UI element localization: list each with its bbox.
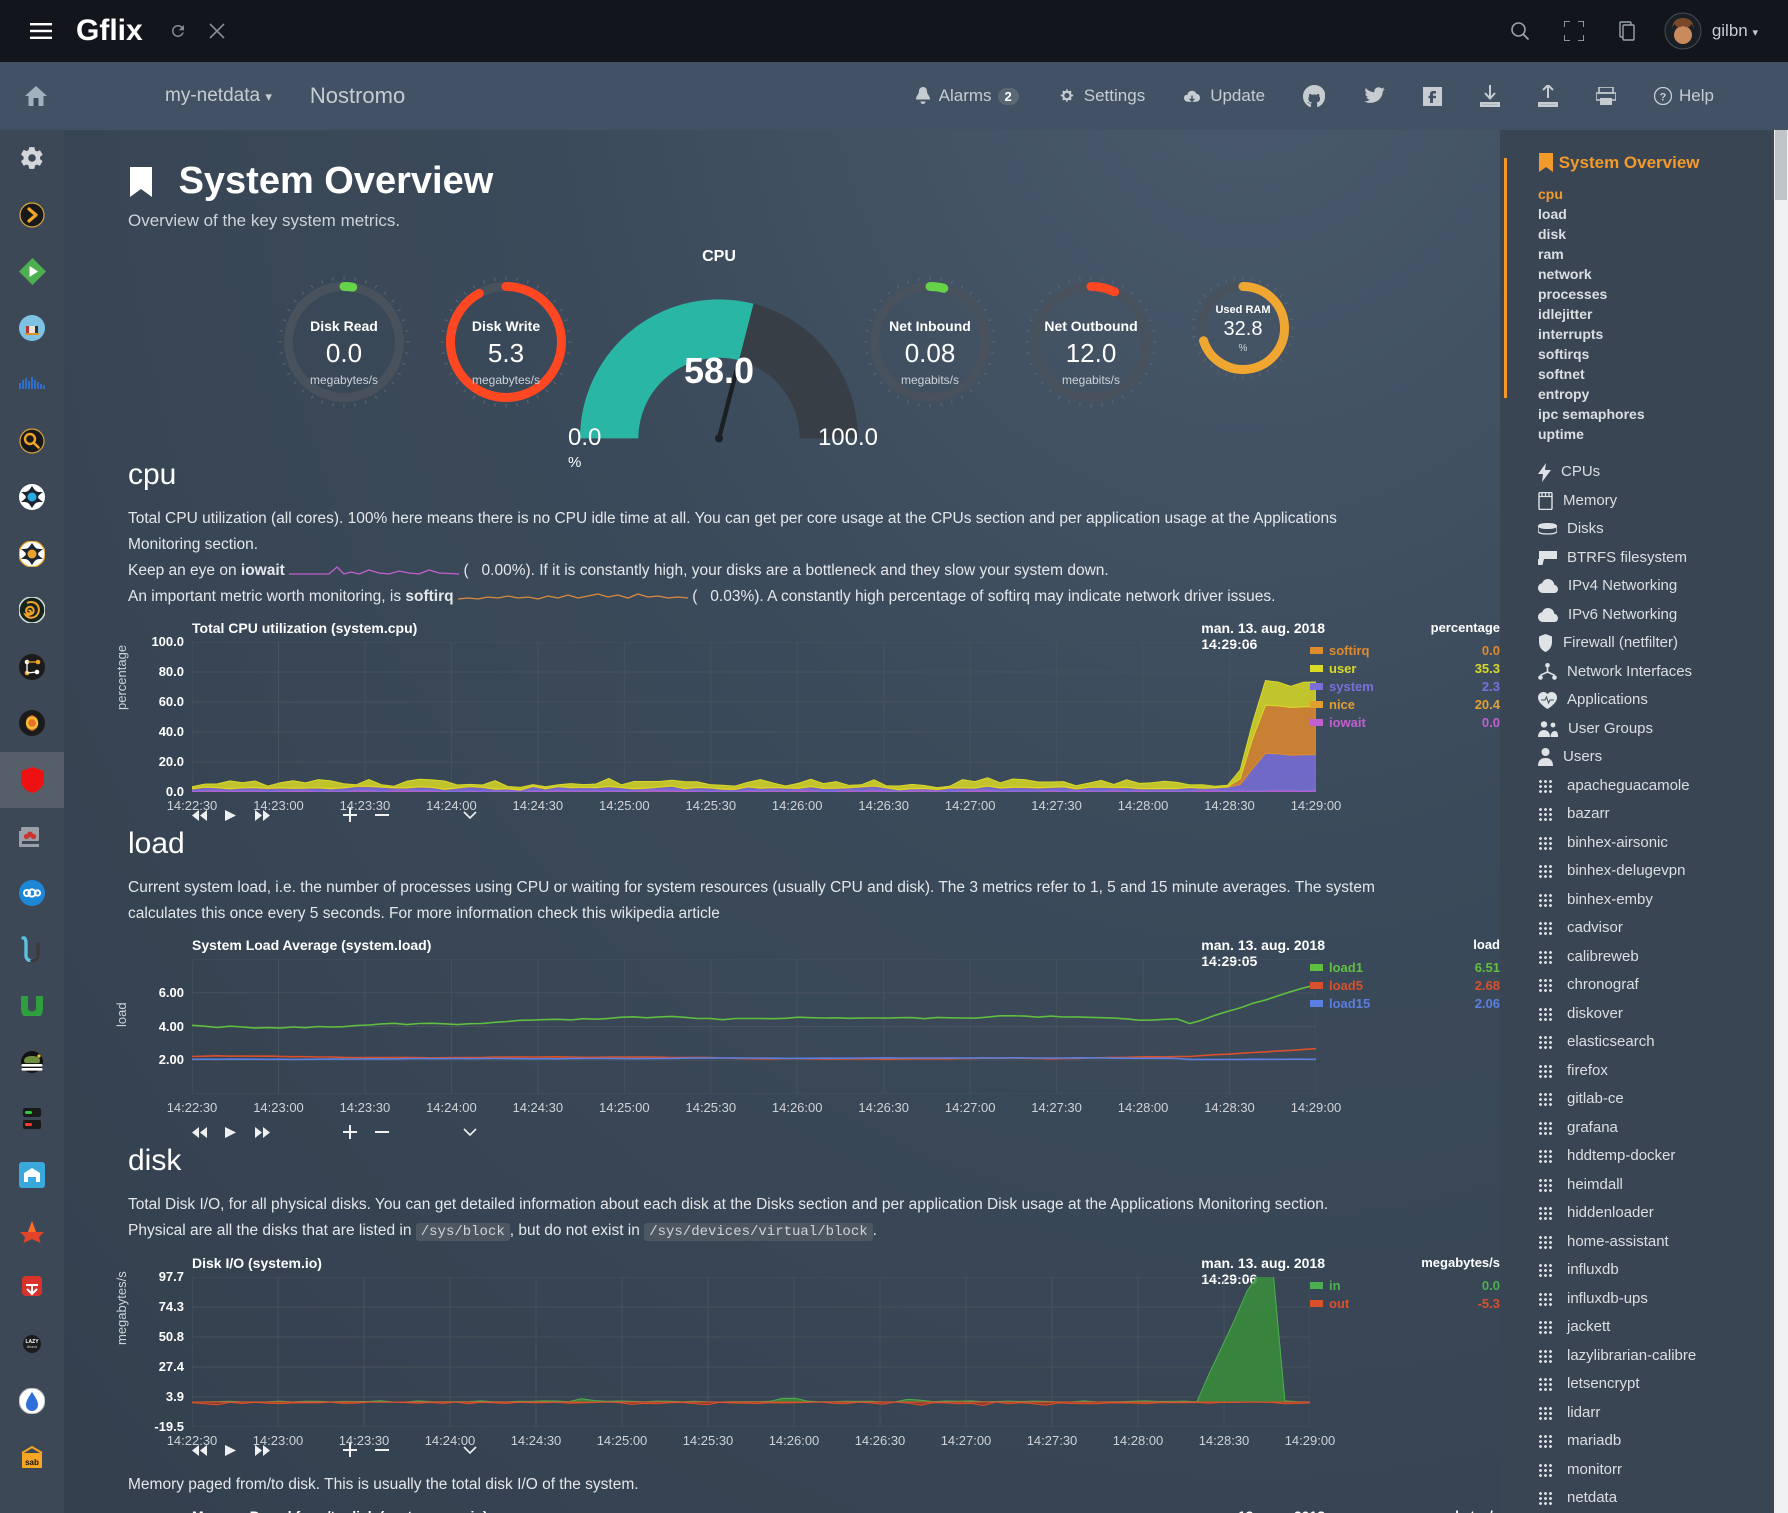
svg-text:libraria: libraria	[27, 1345, 37, 1349]
svg-text:sab: sab	[25, 1458, 39, 1467]
svg-text:?: ?	[1660, 92, 1667, 104]
